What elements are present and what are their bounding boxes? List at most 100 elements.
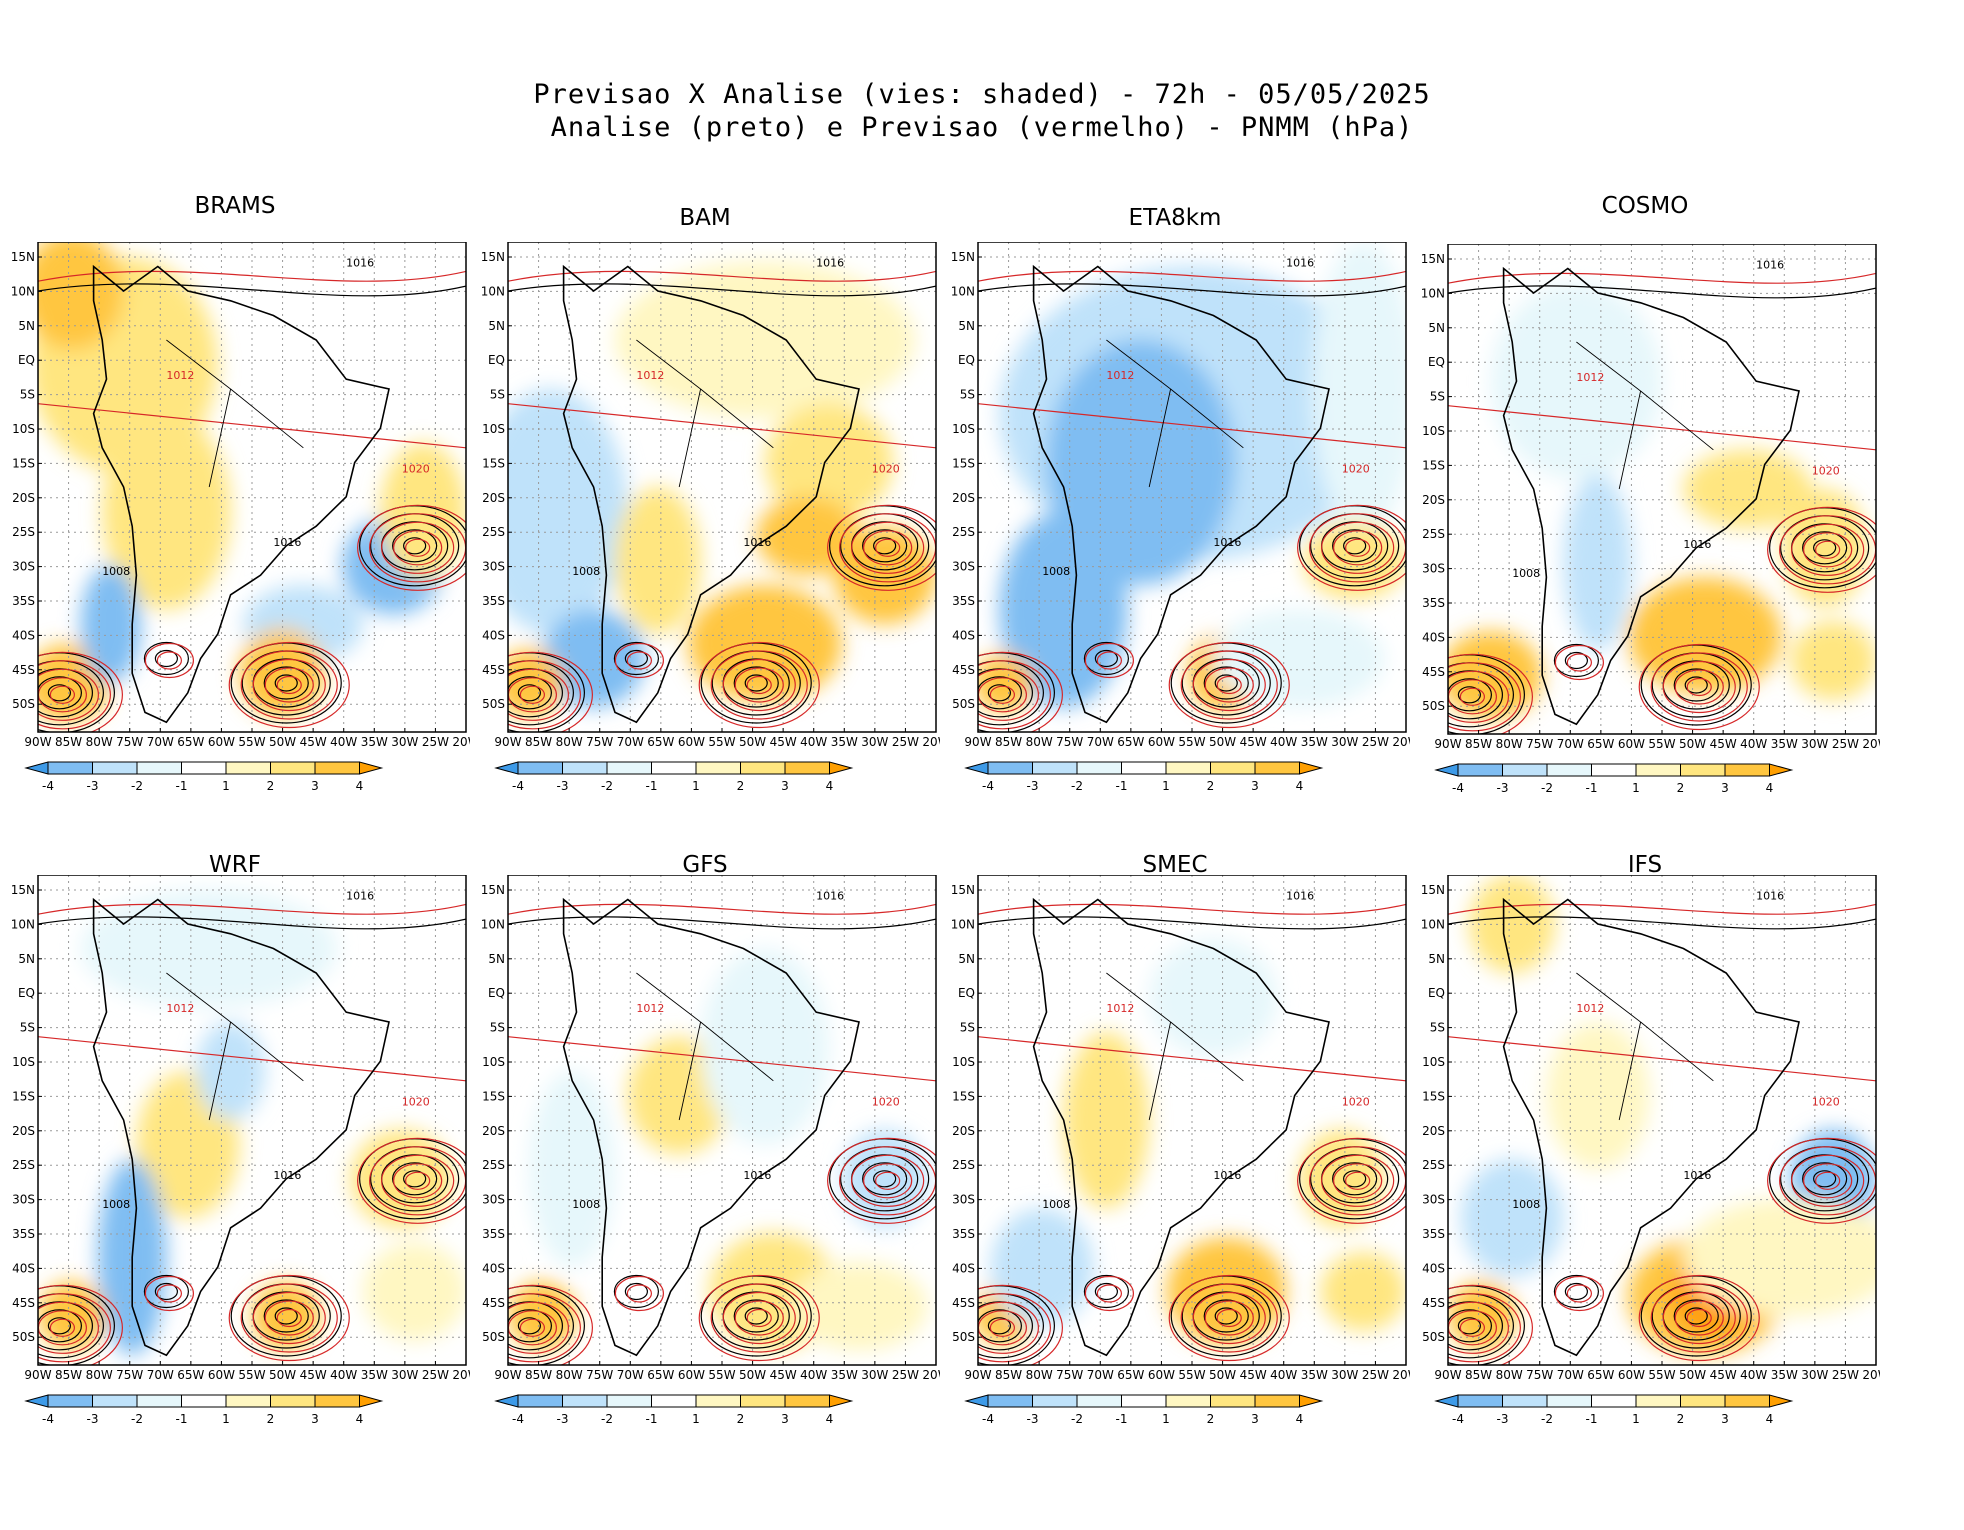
latitude-label: 40S: [952, 1261, 975, 1275]
colorbar-segment: [1121, 761, 1167, 775]
forecast-isobar: [1791, 523, 1865, 576]
isobar-label: 1016: [1286, 257, 1314, 270]
colorbar-label: 4: [826, 1412, 834, 1426]
south-america-coastline: [1032, 897, 1330, 1357]
colorbar-label: -4: [512, 779, 524, 793]
longitude-label: 25W: [1362, 735, 1389, 749]
latitude-label: 35S: [952, 594, 975, 608]
colorbar: -4 -3 -2 -1 1 2 3 4: [494, 761, 854, 793]
forecast-isobar: [393, 530, 443, 566]
colorbar-label: -1: [1116, 779, 1128, 793]
longitude-label: 85W: [55, 1368, 82, 1382]
panel-title: ETA8km: [1128, 205, 1222, 231]
colorbar-segment: [1546, 763, 1592, 777]
colorbar-label: -3: [1497, 1412, 1509, 1426]
longitude-label: 50W: [1679, 737, 1706, 751]
longitude-label: 35W: [1771, 737, 1798, 751]
longitude-label: 55W: [1648, 737, 1675, 751]
latitude-label: 10N: [481, 284, 505, 298]
colorbar-arrow-low: [24, 761, 49, 775]
colorbar-label: 1: [222, 1412, 230, 1426]
longitude-label: 80W: [86, 1368, 113, 1382]
forecast-isobar: [614, 1275, 664, 1312]
longitude-label: 55W: [708, 735, 735, 749]
longitude-label: 65W: [1117, 735, 1144, 749]
longitude-label: 25W: [422, 1368, 449, 1382]
colorbar: -4 -3 -2 -1 1 2 3 4: [964, 761, 1324, 793]
latitude-label: 40S: [482, 1261, 505, 1275]
bias-area: [1490, 283, 1662, 480]
forecast-isobar: [519, 685, 546, 704]
forecast-isobar: [1448, 662, 1521, 732]
analysis-isobar: [987, 684, 1012, 702]
colorbar-label: 3: [311, 1412, 319, 1426]
longitude-label: 45W: [300, 735, 327, 749]
colorbar-segment: [1032, 1394, 1078, 1408]
longitude-label: 40W: [1740, 1368, 1767, 1382]
colorbar-label: 2: [267, 779, 275, 793]
latitude-label: 45S: [12, 663, 35, 677]
latitude-label: 5N: [1428, 952, 1445, 966]
panel-title: WRF: [209, 852, 261, 878]
latitude-label: 10S: [952, 422, 975, 436]
bias-area: [790, 1262, 928, 1351]
latitude-label: 5N: [18, 952, 35, 966]
forecast-isobar: [698, 641, 820, 729]
forecast-isobar: [1815, 1171, 1841, 1190]
colorbar-label: 1: [1162, 779, 1170, 793]
panel-title: BAM: [679, 205, 731, 231]
colorbar-segment: [562, 761, 608, 775]
latitude-label: 35S: [1422, 1227, 1445, 1241]
forecast-isobar: [381, 521, 455, 574]
latitude-label: EQ: [958, 353, 975, 367]
longitude-label: 60W: [1618, 737, 1645, 751]
longitude-label: 55W: [238, 1368, 265, 1382]
forecast-isobar: [1554, 1275, 1604, 1312]
forecast-isobar: [1180, 650, 1278, 720]
analysis-isobar: [1214, 1307, 1238, 1325]
latitude-label: 5N: [958, 319, 975, 333]
isobar-label: 1012: [1106, 369, 1134, 382]
latitude-label: 45S: [952, 663, 975, 677]
colorbar: -4 -3 -2 -1 1 2 3 4: [1434, 763, 1794, 795]
isobar-label: 1012: [1576, 1002, 1604, 1015]
latitude-label: 5N: [488, 952, 505, 966]
forecast-isobar: [1192, 658, 1266, 712]
longitude-label: 90W: [24, 735, 51, 749]
latitude-label: 50S: [1422, 699, 1445, 713]
longitude-label: 25W: [892, 1368, 919, 1382]
latitude-label: 50S: [952, 1330, 975, 1344]
bias-shading: [508, 948, 928, 1351]
latitude-label: 15S: [12, 456, 35, 470]
forecast-isobar: [722, 658, 796, 712]
colorbar-label: 2: [737, 779, 745, 793]
latitude-label: 5S: [1430, 1021, 1445, 1035]
isobar-label: 1016: [1286, 890, 1314, 903]
latitude-label: 15N: [951, 883, 975, 897]
latitude-label: 45S: [482, 1296, 505, 1310]
bias-shading: [1448, 283, 1876, 720]
longitude-label: 75W: [586, 1368, 613, 1382]
longitude-label: 35W: [1301, 735, 1328, 749]
analysis-isobar: [1214, 674, 1238, 692]
colorbar-label: -4: [982, 779, 994, 793]
latitude-label: 20S: [482, 491, 505, 505]
longitude-label: 30W: [1801, 737, 1828, 751]
isobar-label: 1016: [346, 890, 374, 903]
forecast-isobar: [156, 651, 182, 670]
map-svg: 1016 1012 1016 1020 1008 15N 10N 5N EQ 5S 10S 15S 20…: [951, 875, 1410, 1426]
map-svg: 1016 1012 1016 1020 1008 15N 10N 5N EQ 5S 10S 15S 20…: [11, 242, 470, 793]
analysis-isobar: [744, 674, 768, 692]
forecast-isobar: [1459, 687, 1486, 706]
analysis-isobar: [978, 676, 1022, 710]
longitude-label: 70W: [1557, 737, 1584, 751]
longitude-label: 75W: [116, 735, 143, 749]
longitude-label: 45W: [770, 1368, 797, 1382]
latitude-label: 5S: [490, 1021, 505, 1035]
latitude-label: 35S: [482, 1227, 505, 1241]
latitude-label: 50S: [12, 697, 35, 711]
latitude-label: 15N: [11, 883, 35, 897]
latitude-label: 10N: [1421, 917, 1445, 931]
forecast-isobar: [38, 651, 123, 732]
colorbar-segment: [606, 1394, 652, 1408]
